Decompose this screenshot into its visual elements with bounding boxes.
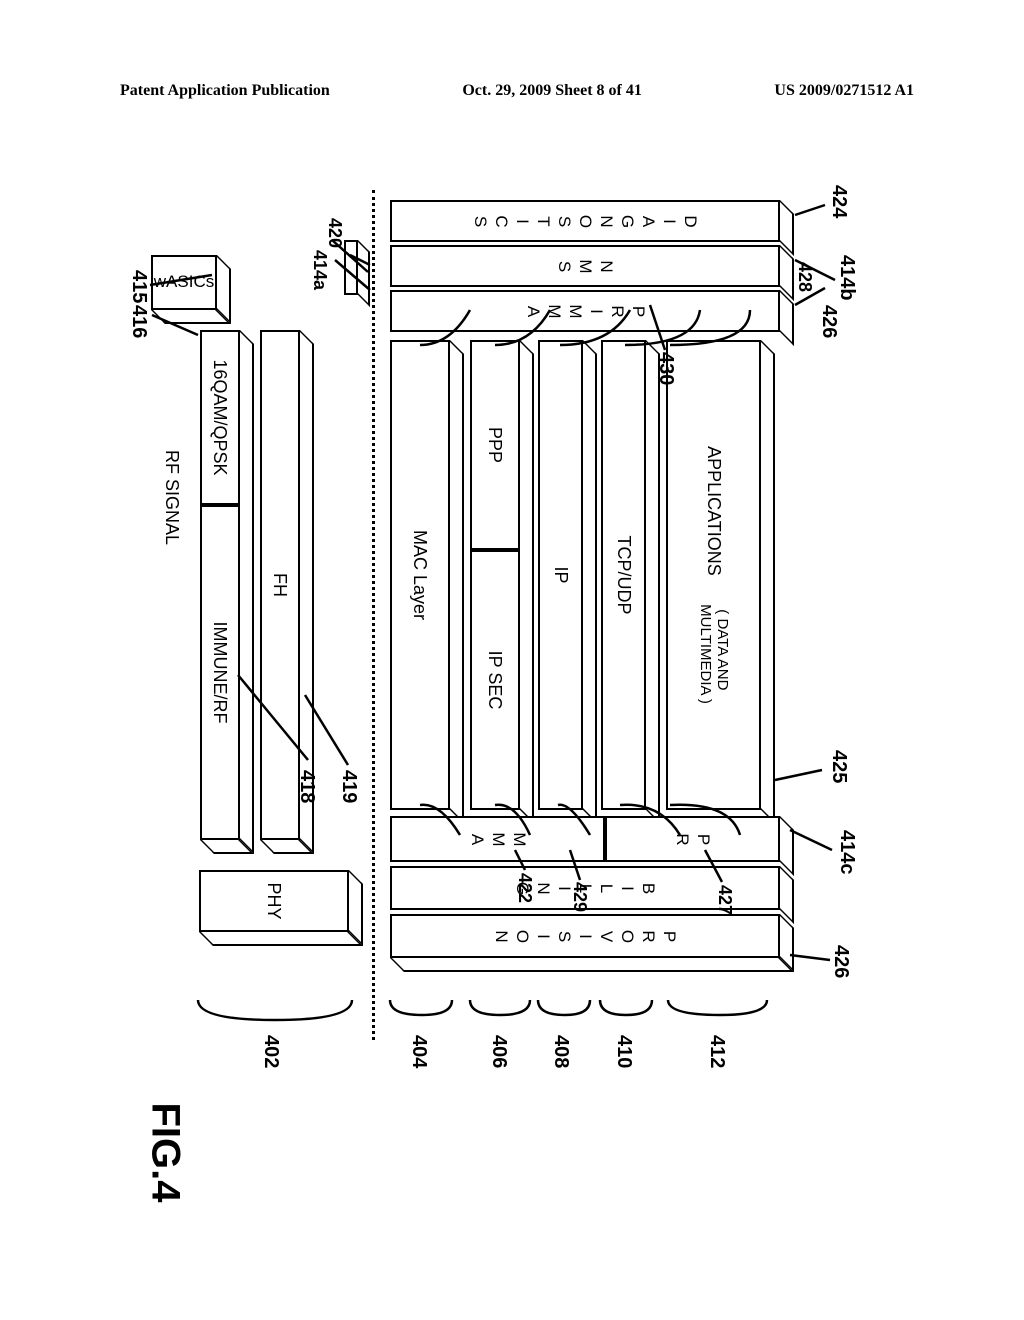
ref-426a: 426 bbox=[817, 305, 840, 338]
rf-signal-label: RF SIGNAL bbox=[161, 450, 182, 545]
ref-414a: 414a bbox=[309, 250, 330, 290]
ref-415: 415 bbox=[127, 270, 150, 303]
hdr-left: Patent Application Publication bbox=[120, 82, 330, 100]
ref-410: 410 bbox=[612, 1035, 635, 1068]
ref-404: 404 bbox=[407, 1035, 430, 1068]
page-header: Patent Application Publication Oct. 29, … bbox=[0, 82, 1024, 100]
ref-420: 420 bbox=[324, 218, 345, 248]
ref-406: 406 bbox=[487, 1035, 510, 1068]
nms-box: NMS bbox=[390, 245, 780, 287]
ref-416: 416 bbox=[127, 305, 150, 338]
ref-419: 419 bbox=[337, 770, 360, 803]
ref-414c: 414c bbox=[835, 830, 858, 875]
ppp-box: PPP bbox=[470, 340, 520, 550]
primma-left: PRIMMA bbox=[390, 290, 780, 332]
mod-box: 16QAM/QPSK bbox=[200, 330, 240, 505]
phy-box: PHY bbox=[199, 870, 349, 932]
ref-414b: 414b bbox=[835, 255, 858, 301]
ref-425: 425 bbox=[827, 750, 850, 783]
shelf-414a bbox=[344, 240, 358, 295]
ref-427: 427 bbox=[714, 885, 735, 915]
phy-divider bbox=[372, 190, 375, 1040]
ref-422: 422 bbox=[514, 873, 535, 903]
app-box: APPLICATIONS ( DATA AND MULTIMEDIA ) bbox=[666, 340, 761, 810]
ref-426b: 426 bbox=[829, 945, 852, 978]
ref-430: 430 bbox=[654, 352, 677, 385]
ipsec-box: IP SEC bbox=[470, 550, 520, 810]
provision-box: PROVISION bbox=[390, 914, 780, 958]
ref-418: 418 bbox=[295, 770, 318, 803]
fig-label: FIG.4 bbox=[143, 1102, 188, 1202]
ref-402: 402 bbox=[259, 1035, 282, 1068]
ref-428: 428 bbox=[794, 262, 815, 292]
fh-box: FH bbox=[260, 330, 300, 840]
tcp-box: TCP/UDP bbox=[601, 340, 646, 810]
primma-r-pr: PR bbox=[605, 816, 780, 862]
diag-box: DIAGNOSTICS bbox=[390, 200, 780, 242]
mac-box: MAC Layer bbox=[390, 340, 450, 810]
app-data-mm: ( DATA AND MULTIMEDIA ) bbox=[697, 596, 730, 704]
wasics-box: wASICs bbox=[151, 255, 217, 310]
ref-429: 429 bbox=[569, 882, 590, 912]
immune-box: IMMUNE/RF bbox=[200, 505, 240, 840]
primma-r-mma: MMA bbox=[390, 816, 605, 862]
ip-box: IP bbox=[538, 340, 583, 810]
ref-424: 424 bbox=[827, 185, 850, 218]
hdr-right: US 2009/0271512 A1 bbox=[774, 82, 914, 100]
ref-412: 412 bbox=[705, 1035, 728, 1068]
rotated-stack: RF SIGNAL wASICs PHY 16QAM/QPSK IMMUNE/R… bbox=[100, 130, 930, 1110]
ref-408: 408 bbox=[549, 1035, 572, 1068]
hdr-center: Oct. 29, 2009 Sheet 8 of 41 bbox=[462, 82, 642, 100]
diagram: RF SIGNAL wASICs PHY 16QAM/QPSK IMMUNE/R… bbox=[100, 130, 930, 1110]
